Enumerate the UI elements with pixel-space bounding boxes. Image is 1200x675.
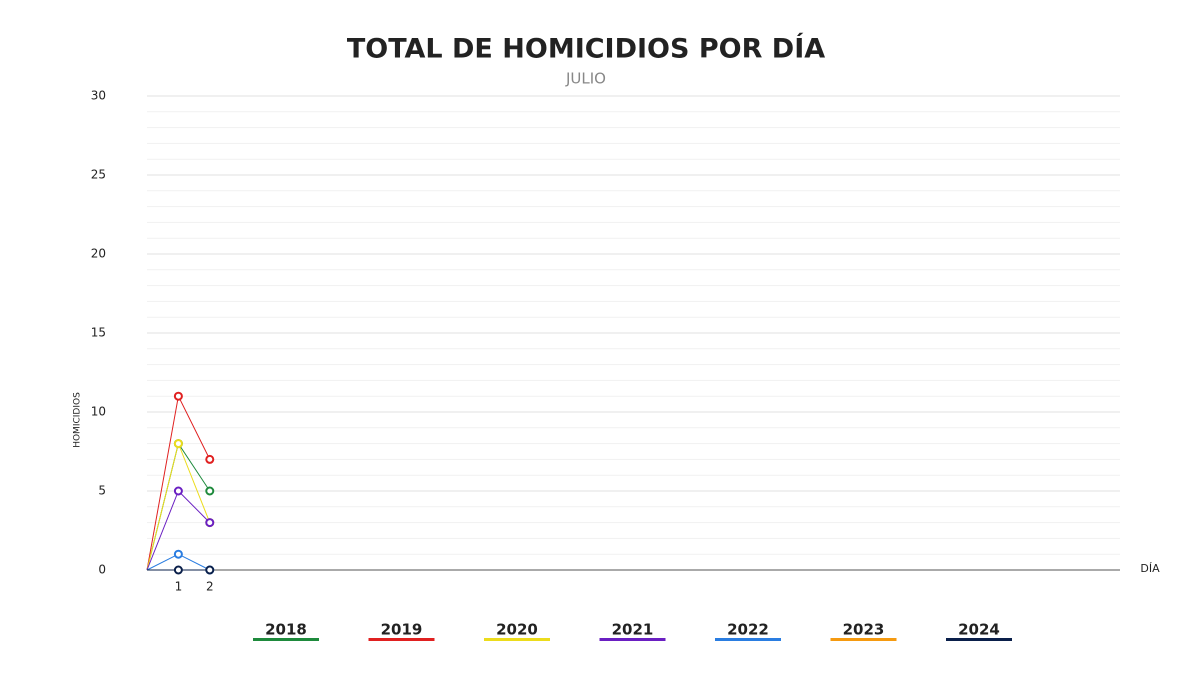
y-tick-label: 20 [91, 247, 106, 261]
chart-title: TOTAL DE HOMICIDIOS POR DÍA [347, 33, 825, 65]
legend-label: 2021 [612, 621, 654, 639]
point [205, 565, 215, 575]
y-tick-label: 30 [91, 89, 106, 103]
point [173, 486, 183, 496]
point [205, 454, 215, 464]
legend-label: 2020 [496, 621, 538, 639]
legend-swatch [484, 638, 550, 641]
legend-swatch [368, 638, 435, 641]
legend-label: 2023 [843, 621, 885, 639]
legend-label: 2022 [727, 621, 769, 639]
x-tick-label: 2 [206, 580, 214, 594]
point [173, 391, 183, 401]
y-tick-label: 15 [91, 326, 106, 340]
legend-label: 2018 [265, 621, 307, 639]
point [205, 486, 215, 496]
point [173, 565, 183, 575]
point [173, 439, 183, 449]
legend-swatch [599, 638, 666, 641]
y-axis-label: HOMICIDIOS [73, 392, 83, 448]
legend-swatch [715, 638, 781, 641]
point [173, 549, 183, 559]
legend-label: 2024 [958, 621, 1000, 639]
point [205, 518, 215, 528]
y-tick-label: 5 [98, 484, 106, 498]
y-tick-label: 25 [91, 168, 106, 182]
y-tick-label: 0 [98, 563, 106, 577]
legend-swatch [830, 638, 897, 641]
legend-label: 2019 [381, 621, 423, 639]
legend-swatch [946, 638, 1012, 641]
chart-subtitle: JULIO [565, 70, 606, 88]
series-line [146, 394, 211, 571]
legend-swatch [253, 638, 319, 641]
y-tick-label: 10 [91, 405, 106, 419]
x-tick-label: 1 [175, 580, 183, 594]
x-axis-label: DÍA [1140, 562, 1160, 575]
